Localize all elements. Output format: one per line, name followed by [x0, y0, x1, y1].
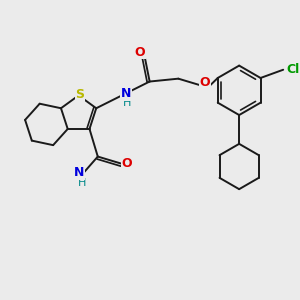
- Text: N: N: [121, 87, 131, 100]
- Text: O: O: [200, 76, 211, 88]
- Text: N: N: [74, 166, 84, 179]
- Text: Cl: Cl: [287, 63, 300, 76]
- Text: H: H: [123, 98, 131, 108]
- Text: O: O: [134, 46, 145, 59]
- Text: O: O: [121, 157, 132, 170]
- Text: S: S: [75, 88, 84, 101]
- Text: H: H: [78, 178, 86, 188]
